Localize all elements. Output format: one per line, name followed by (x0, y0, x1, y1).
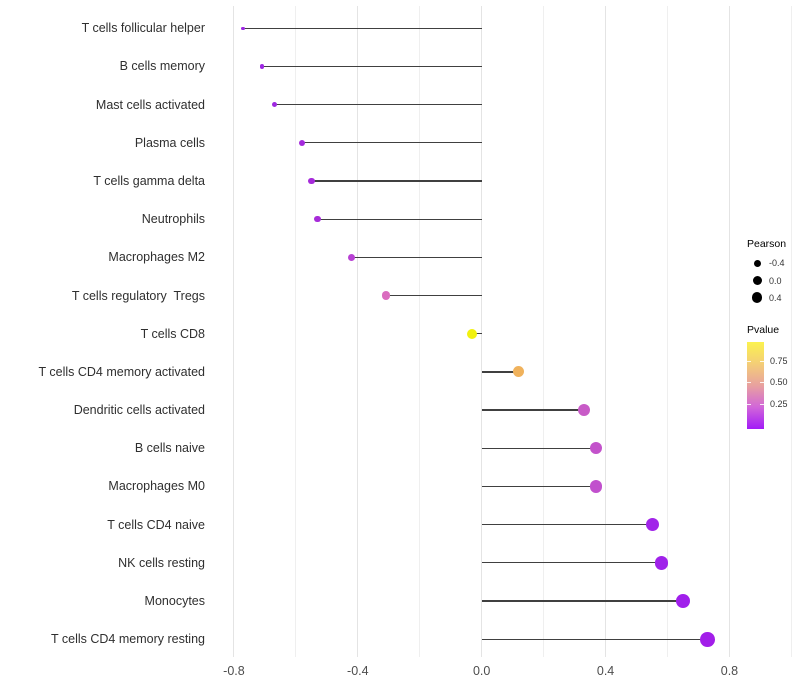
category-label: T cells CD4 memory resting (51, 632, 205, 647)
data-point (513, 366, 525, 378)
lollipop-stem (351, 256, 482, 259)
pvalue-legend-label: 0.25 (770, 398, 788, 409)
lollipop-stem (481, 523, 653, 526)
lollipop-stem (302, 142, 482, 144)
gridline-x--0.6 (295, 6, 297, 657)
size-legend-label: 0.4 (769, 292, 782, 303)
gridline-x--0.8 (233, 6, 235, 657)
x-tick-label: -0.4 (347, 664, 369, 678)
lollipop-stem (481, 485, 597, 488)
pvalue-legend-label: 0.50 (770, 377, 788, 387)
pvalue-bar-tick (760, 403, 764, 405)
category-label: Plasma cells (134, 135, 205, 150)
data-point (259, 64, 265, 69)
pvalue-gradient-bar (747, 342, 764, 429)
category-label: T cells regulatory Tregs (71, 288, 205, 303)
data-point (271, 102, 277, 108)
category-label: Macrophages M2 (108, 250, 205, 265)
gridline-x-0.2 (543, 6, 545, 657)
category-label: Neutrophils (141, 212, 205, 227)
size-legend-label: 0.0 (769, 275, 782, 286)
gridline-x-0.6 (667, 6, 669, 657)
category-label: Monocytes (144, 594, 205, 608)
lollipop-stem (481, 600, 683, 602)
category-label: T cells CD4 naive (107, 517, 205, 532)
gridline-x-1.0 (790, 6, 792, 657)
gridline-x-0.0 (481, 6, 483, 657)
category-label: Dendritic cells activated (73, 403, 205, 418)
data-point (308, 177, 315, 185)
lollipop-stem (481, 409, 584, 411)
data-point (467, 328, 478, 339)
size-legend-label: -0.4 (769, 258, 785, 268)
color-legend-title: Pvalue (747, 324, 780, 336)
data-point (645, 518, 659, 532)
lollipop-stem (481, 638, 708, 640)
size-legend-dot (753, 259, 761, 267)
data-point (577, 404, 590, 417)
gridline-x--0.4 (357, 6, 359, 657)
category-label: B cells memory (119, 59, 205, 74)
data-point (676, 594, 690, 608)
lollipop-stem (385, 294, 482, 297)
data-point (241, 26, 245, 31)
lollipop-stem (261, 65, 482, 68)
category-label: Macrophages M0 (108, 479, 205, 494)
lollipop-stem (481, 371, 519, 373)
category-label: T cells follicular helper (81, 21, 205, 36)
category-label: T cells gamma delta (93, 174, 205, 189)
category-label: NK cells resting (118, 555, 205, 570)
data-point (654, 556, 669, 570)
x-tick-label: 0.0 (472, 664, 491, 678)
lollipop-stem (472, 333, 482, 335)
data-point (381, 291, 390, 300)
category-label: T cells CD8 (140, 326, 205, 341)
lollipop-stem (317, 218, 482, 220)
pvalue-bar-tick (760, 360, 764, 362)
lollipop-stem (481, 562, 662, 564)
pvalue-bar-tick (760, 382, 764, 383)
lollipop-stem (311, 180, 482, 182)
size-legend-title: Pearson (747, 238, 787, 250)
pvalue-bar-tick (747, 403, 751, 405)
lollipop-stem (243, 27, 482, 29)
lollipop-stem (274, 104, 482, 106)
data-point (347, 253, 356, 262)
data-point (700, 631, 716, 647)
gridline-x-0.8 (728, 6, 730, 657)
size-legend-dot (751, 292, 763, 303)
data-point (299, 139, 306, 146)
gridline-x--0.2 (419, 6, 421, 657)
pvalue-bar-tick (747, 360, 751, 362)
category-label: T cells CD4 memory activated (38, 364, 206, 379)
category-label: B cells naive (134, 441, 205, 456)
x-tick-label: -0.8 (223, 664, 245, 678)
gridline-x-0.4 (605, 6, 607, 657)
data-point (590, 442, 603, 455)
pvalue-bar-tick (747, 382, 751, 383)
x-tick-label: 0.8 (720, 664, 739, 678)
x-tick-label: 0.4 (596, 664, 615, 678)
data-point (314, 215, 321, 223)
lollipop-stem (481, 447, 597, 449)
data-point (590, 480, 603, 493)
pvalue-legend-label: 0.75 (770, 355, 788, 366)
size-legend-dot (752, 276, 762, 285)
category-label: Mast cells activated (95, 97, 205, 112)
